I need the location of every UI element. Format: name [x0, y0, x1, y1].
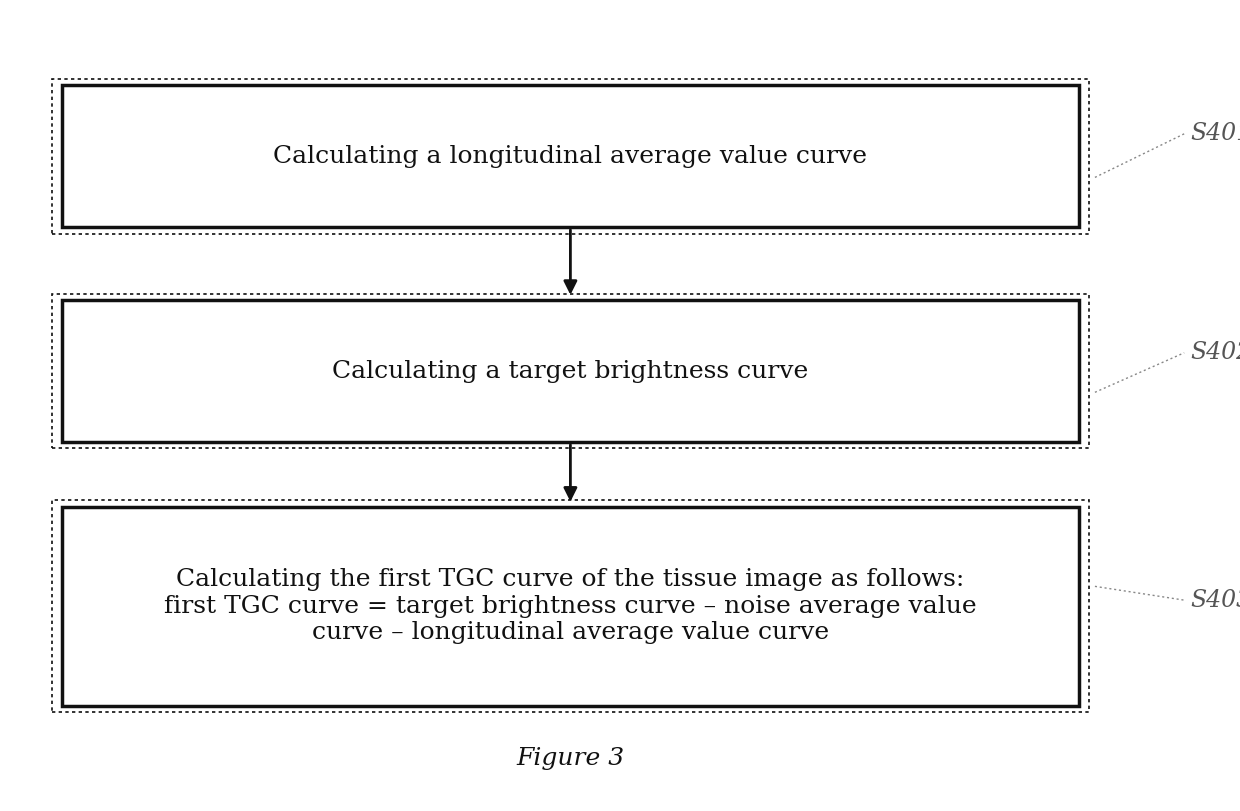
Text: Figure 3: Figure 3	[516, 747, 625, 770]
Text: Calculating a target brightness curve: Calculating a target brightness curve	[332, 359, 808, 383]
Bar	[52, 500, 1089, 712]
Text: Calculating the first TGC curve of the tissue image as follows:
first TGC curve : Calculating the first TGC curve of the t…	[164, 569, 977, 644]
Bar	[62, 85, 1079, 227]
Text: Calculating a longitudinal average value curve: Calculating a longitudinal average value…	[273, 144, 868, 168]
Bar	[52, 79, 1089, 234]
Bar	[52, 294, 1089, 448]
Text: S403: S403	[1190, 589, 1240, 611]
Text: S401: S401	[1190, 122, 1240, 145]
Bar	[62, 507, 1079, 706]
Text: S402: S402	[1190, 341, 1240, 364]
Bar	[62, 300, 1079, 442]
